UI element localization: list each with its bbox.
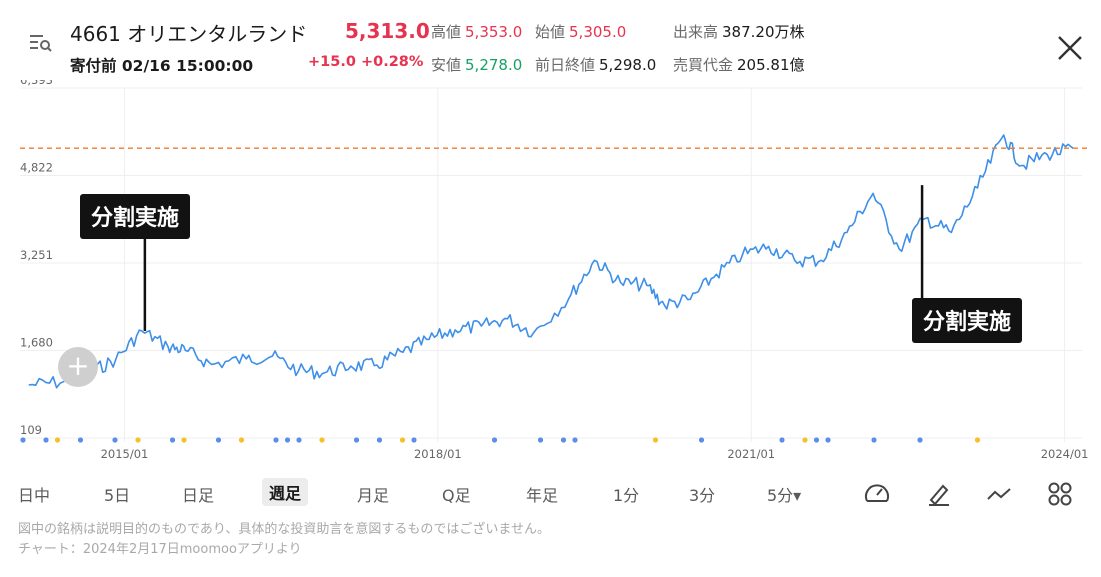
y-tick-label: 109 — [20, 423, 42, 437]
price-chart-svg: 6,393 4,822 3,251 1,680 109 2015/01 2018/01 202… — [20, 80, 1090, 461]
stat-open-value: 5,305.0 — [569, 23, 627, 41]
stat-low: 安値 5,278.0 — [431, 54, 522, 75]
y-tick-label: 3,251 — [20, 248, 53, 262]
header: 4661 オリエンタルランド 5,313.0 寄付前 02/16 15:00:0… — [0, 0, 1101, 80]
event-dot — [825, 437, 831, 443]
stat-high-label: 高値 — [431, 23, 462, 41]
stat-turnover-value: 205.81億 — [737, 56, 805, 74]
y-tick-label: 1,680 — [20, 336, 53, 350]
event-dot — [917, 437, 923, 443]
stat-volume-value: 387.20万株 — [722, 23, 805, 41]
event-dot — [353, 437, 360, 443]
stat-open-label: 始値 — [535, 23, 566, 41]
event-dot — [399, 437, 406, 443]
event-dot — [560, 437, 567, 443]
add-indicator-button[interactable]: + — [58, 347, 98, 387]
pen-icon[interactable] — [925, 480, 953, 508]
event-dot — [537, 437, 544, 443]
event-dot — [273, 437, 279, 443]
tab-quarterly[interactable]: Q足 — [442, 486, 471, 505]
stat-low-label: 安値 — [431, 56, 462, 74]
y-tick-label: 4,822 — [20, 161, 53, 175]
stock-name: 4661 オリエンタルランド — [70, 22, 308, 46]
stat-low-value: 5,278.0 — [465, 56, 523, 74]
grid-icon[interactable] — [1046, 480, 1074, 508]
tab-5min-dropdown[interactable]: 5分▾ — [767, 486, 802, 505]
tab-1min[interactable]: 1分 — [613, 486, 640, 505]
stat-high: 高値 5,353.0 — [431, 21, 522, 42]
event-dot — [181, 437, 187, 443]
stat-turnover-label: 売買代金 — [673, 56, 734, 74]
x-tick-label: 2024/01 — [1041, 447, 1089, 461]
price-chart[interactable]: 6,393 4,822 3,251 1,680 109 2015/01 2018/01 202… — [0, 80, 1101, 470]
close-icon[interactable] — [1054, 32, 1086, 64]
split-callout-2: 分割実施 — [912, 298, 1023, 343]
x-tick-label: 2018/01 — [414, 447, 462, 461]
event-dot — [215, 437, 222, 443]
tab-daily[interactable]: 日足 — [182, 486, 215, 505]
event-dot — [411, 437, 417, 443]
stat-turnover: 売買代金 205.81億 — [673, 54, 805, 75]
disclaimer-line-1: 図中の銘柄は説明目的のものであり、具体的な投資助言を意図するものではございません… — [18, 522, 550, 537]
y-tick-label: 6,393 — [20, 80, 53, 87]
x-tick-label: 2021/01 — [727, 447, 775, 461]
stat-volume-label: 出来高 — [673, 23, 719, 41]
event-dot — [112, 437, 118, 443]
event-dot — [284, 437, 291, 443]
tab-intraday[interactable]: 日中 — [18, 486, 51, 505]
event-dot — [376, 437, 383, 443]
disclaimer: 図中の銘柄は説明目的のものであり、具体的な投資助言を意図するものではございません… — [18, 520, 550, 560]
event-dot — [20, 437, 26, 443]
x-tick-label: 2015/01 — [101, 447, 149, 461]
stat-high-value: 5,353.0 — [465, 23, 523, 41]
stat-volume: 出来高 387.20万株 — [673, 21, 805, 42]
event-dot — [77, 437, 84, 443]
event-dot — [43, 437, 49, 443]
gauge-icon[interactable] — [863, 480, 891, 508]
tab-weekly[interactable]: 週足 — [262, 478, 309, 506]
tab-5day[interactable]: 5日 — [104, 486, 131, 505]
current-price: 5,313.0 — [345, 19, 430, 43]
event-dot — [135, 437, 141, 443]
disclaimer-line-2: チャート：2024年2月17日moomooアプリより — [18, 542, 302, 557]
event-dot — [169, 437, 176, 443]
split-callout-1: 分割実施 — [80, 194, 191, 239]
interval-tabs: 日中 5日 日足 週足 月足 Q足 年足 1分 3分 5分▾ — [0, 474, 1101, 512]
price-change: +15.0 +0.28% — [308, 54, 424, 70]
event-dot — [238, 437, 245, 443]
event-dot — [652, 437, 659, 443]
event-dot — [974, 437, 981, 443]
tab-monthly[interactable]: 月足 — [357, 486, 390, 505]
market-status: 寄付前 02/16 15:00:00 — [70, 57, 254, 75]
event-dot — [813, 437, 820, 443]
price-line — [28, 134, 1074, 389]
stat-open: 始値 5,305.0 — [535, 21, 626, 42]
event-dot — [698, 437, 705, 443]
event-dot — [296, 437, 302, 443]
stat-prev-close-value: 5,298.0 — [599, 56, 657, 74]
event-dot — [319, 437, 325, 443]
stat-prev-close: 前日終値 5,298.0 — [535, 54, 656, 75]
event-dot — [572, 437, 578, 443]
event-dot — [779, 437, 785, 443]
line-tool-icon[interactable] — [985, 480, 1013, 508]
stat-prev-close-label: 前日終値 — [535, 56, 596, 74]
event-dot — [491, 437, 498, 443]
tab-yearly[interactable]: 年足 — [526, 486, 559, 505]
tab-3min[interactable]: 3分 — [689, 486, 716, 505]
event-dot — [871, 437, 877, 443]
event-dot — [802, 437, 808, 443]
event-dot — [54, 437, 61, 443]
menu-search-icon[interactable] — [27, 30, 53, 56]
